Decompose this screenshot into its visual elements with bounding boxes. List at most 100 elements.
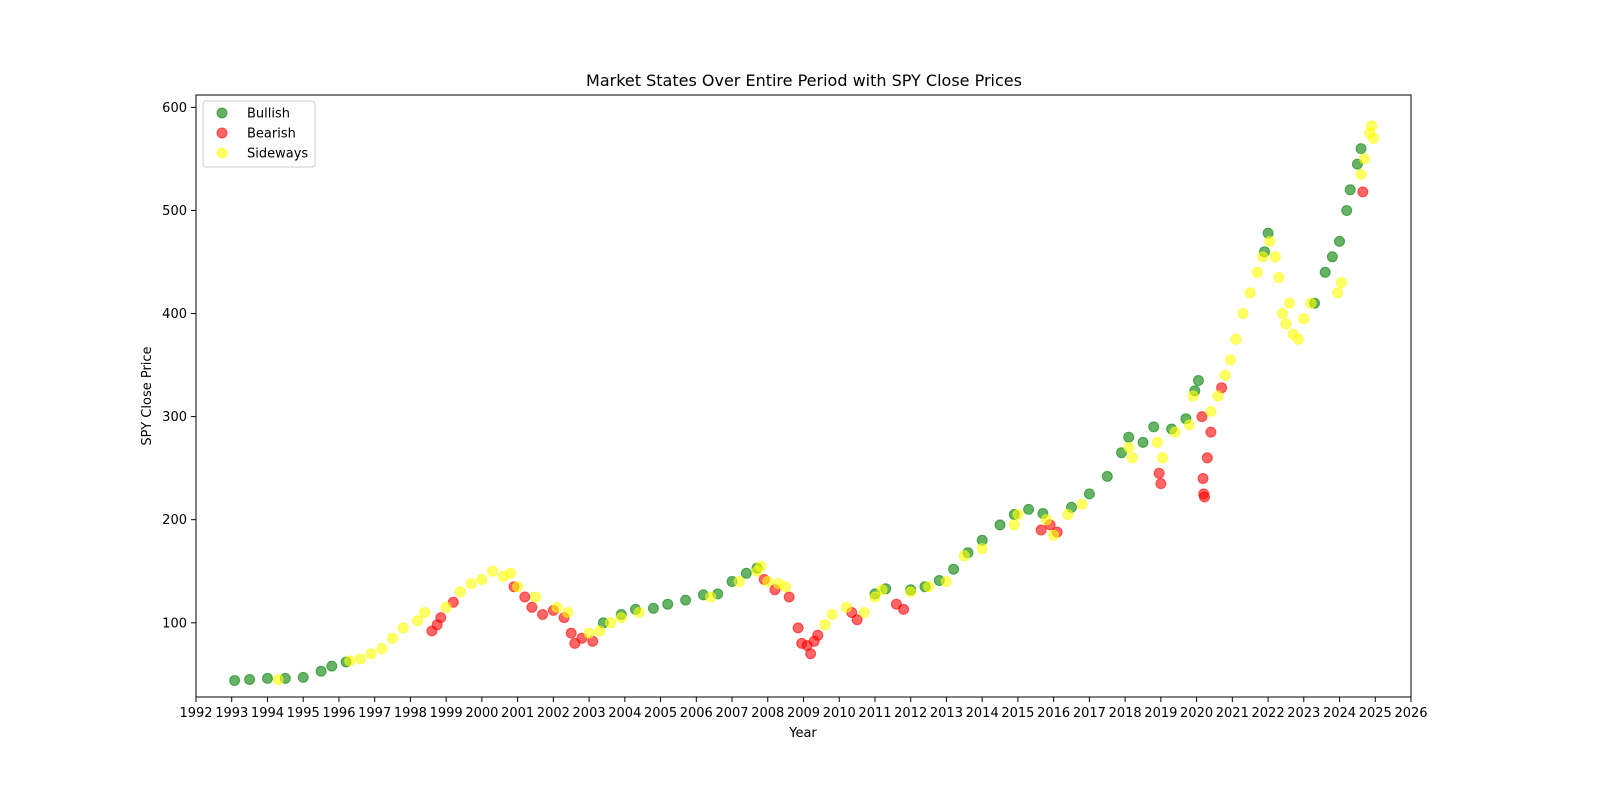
- x-tick-label: 1995: [287, 706, 320, 721]
- point-bullish: [647, 602, 659, 614]
- y-axis: 100 200 300 400 500 600: [162, 101, 196, 631]
- x-axis: 1992 1993 1994 1995 1996 1997 1998 1999 2000 2001…: [179, 697, 1428, 721]
- series-bullish: [229, 143, 1367, 686]
- point-bullish: [1101, 470, 1113, 482]
- legend-label-sideways: Sideways: [247, 147, 308, 162]
- point-sideways: [1273, 272, 1285, 283]
- point-sideways: [1187, 390, 1199, 402]
- point-sideways: [562, 607, 574, 618]
- point-sideways: [958, 550, 970, 562]
- point-sideways: [755, 560, 767, 572]
- x-axis-title: Year: [788, 726, 817, 741]
- point-sideways: [1335, 277, 1347, 289]
- point-sideways: [819, 619, 831, 631]
- point-sideways: [826, 609, 838, 620]
- point-sideways: [905, 586, 917, 598]
- point-sideways: [1008, 519, 1020, 531]
- point-bullish: [1123, 431, 1135, 443]
- point-bearish: [851, 614, 863, 626]
- point-sideways: [1126, 452, 1138, 464]
- point-sideways: [869, 591, 881, 603]
- x-tick-label: 2026: [1394, 706, 1427, 721]
- point-sideways: [1257, 251, 1269, 263]
- point-bearish: [1155, 478, 1167, 490]
- point-sideways: [1012, 509, 1024, 520]
- legend-marker-sideways: [216, 147, 228, 159]
- point-bearish: [1199, 491, 1210, 503]
- x-tick-label: 2000: [465, 706, 498, 721]
- point-bullish: [1341, 205, 1353, 216]
- chart-title: Market States Over Entire Period with SP…: [586, 71, 1022, 90]
- point-bullish: [948, 563, 960, 575]
- point-bearish: [526, 601, 538, 613]
- point-sideways: [1264, 235, 1276, 247]
- x-tick-label: 2021: [1216, 706, 1249, 721]
- point-bullish: [244, 674, 256, 685]
- x-tick-label: 2005: [644, 706, 677, 721]
- point-sideways: [940, 576, 952, 587]
- point-sideways: [840, 601, 852, 613]
- x-tick-label: 2001: [501, 706, 534, 721]
- point-bullish: [229, 675, 241, 686]
- x-tick-label: 2006: [680, 706, 713, 721]
- point-sideways: [1359, 153, 1370, 165]
- point-bullish: [1137, 436, 1149, 448]
- point-sideways: [505, 567, 516, 579]
- point-bullish: [1344, 184, 1356, 196]
- point-bullish: [1083, 488, 1095, 500]
- point-sideways: [1284, 297, 1295, 309]
- point-bullish: [994, 519, 1006, 531]
- point-sideways: [440, 601, 452, 613]
- x-tick-label: 2018: [1109, 706, 1142, 721]
- x-tick-label: 2010: [823, 706, 856, 721]
- point-sideways: [419, 607, 431, 618]
- point-bearish: [898, 603, 910, 615]
- point-bearish: [1357, 186, 1369, 198]
- point-sideways: [476, 574, 488, 585]
- x-tick-label: 2016: [1037, 706, 1070, 721]
- x-tick-label: 2002: [537, 706, 570, 721]
- x-tick-label: 1992: [179, 706, 212, 721]
- point-sideways: [1292, 333, 1304, 345]
- x-tick-label: 1997: [358, 706, 391, 721]
- point-bearish: [1201, 452, 1213, 464]
- point-sideways: [530, 591, 541, 603]
- point-bullish: [297, 671, 309, 683]
- point-sideways: [1076, 498, 1088, 510]
- point-sideways: [858, 607, 870, 618]
- y-tick-label: 500: [162, 204, 187, 219]
- x-tick-label: 1996: [322, 706, 355, 721]
- x-tick-label: 2022: [1252, 706, 1285, 721]
- point-bullish: [315, 665, 327, 677]
- point-bearish: [435, 612, 447, 624]
- point-bullish: [740, 567, 752, 579]
- plot-marks: [229, 120, 1379, 686]
- point-sideways: [923, 581, 935, 593]
- point-bearish: [565, 627, 577, 639]
- y-tick-label: 200: [162, 513, 187, 528]
- x-tick-label: 1994: [251, 706, 284, 721]
- point-sideways: [633, 607, 645, 618]
- point-sideways: [365, 648, 377, 660]
- legend: Bullish Bearish Sideways: [202, 100, 316, 168]
- point-bullish: [1148, 421, 1160, 433]
- x-tick-label: 2011: [858, 706, 891, 721]
- point-bearish: [519, 591, 531, 603]
- x-tick-label: 2024: [1323, 706, 1356, 721]
- x-tick-label: 2004: [608, 706, 641, 721]
- point-sideways: [594, 625, 606, 637]
- point-sideways: [615, 612, 627, 624]
- point-sideways: [487, 565, 499, 577]
- point-sideways: [412, 615, 424, 627]
- point-sideways: [1123, 442, 1135, 453]
- point-sideways: [583, 627, 595, 639]
- x-tick-label: 2015: [1001, 706, 1034, 721]
- point-sideways: [454, 586, 466, 598]
- x-tick-label: 2013: [930, 706, 963, 721]
- point-bullish: [680, 594, 692, 606]
- x-tick-label: 2012: [894, 706, 927, 721]
- legend-frame: [202, 100, 316, 168]
- point-sideways: [376, 643, 388, 655]
- point-bullish: [1334, 235, 1345, 247]
- x-tick-label: 1993: [215, 706, 248, 721]
